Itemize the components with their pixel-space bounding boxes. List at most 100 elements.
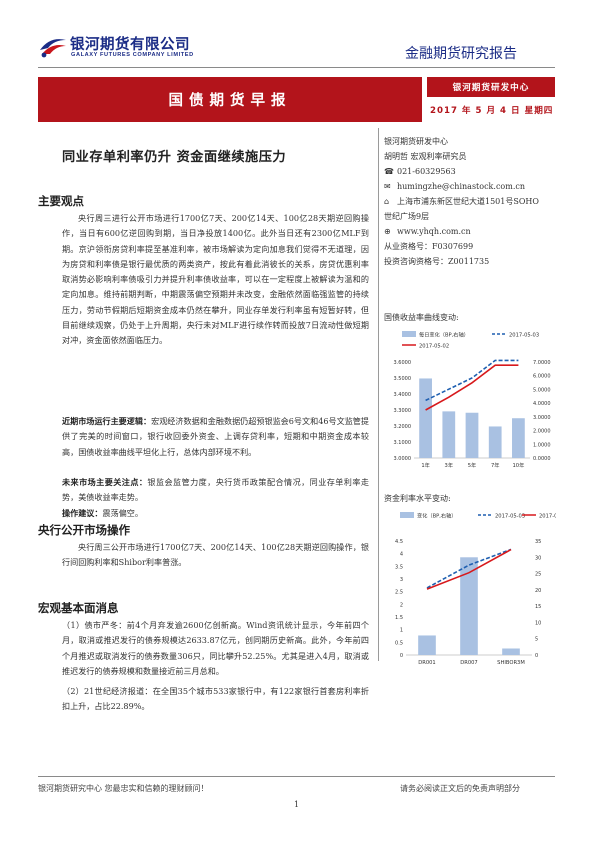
legend-label: 2017-05-02 [419,344,449,350]
y-left-tick-label: 1 [400,628,403,634]
open-market-paragraph: 央行周三公开市场进行1700亿7天、200亿14天、100亿28天期逆回购操作，… [62,542,369,568]
company-logo-icon [40,39,66,58]
contact-consult: 投资咨询资格号：Z0011735 [384,257,490,266]
macro-news-title: 宏观基本面消息 [38,601,119,615]
main-view-paragraph: 央行周三进行公开市场进行1700亿7天、200亿14天、100亿28天期逆回购操… [62,213,369,346]
y-right-tick-label: 7.0000 [533,360,551,366]
y-left-tick-label: 4 [400,552,403,558]
focus-points-text: 银监会监管力度，央行货币政策配合情况，同业存单利率走势，美债收益率走势。 [62,477,369,503]
column-divider [378,128,379,661]
y-right-tick-label: 6.0000 [533,374,551,380]
contact-analyst: 胡明哲 宏观利率研究员 [384,152,467,161]
y-right-tick-label: 20 [535,588,541,594]
y-left-tick-label: 1.5 [395,615,403,621]
y-right-tick-label: 10 [535,620,541,626]
yield-curve-chart-title: 国债收益率曲线变动: [384,313,459,322]
market-logic-paragraph: 近期市场运行主要逻辑：宏观经济数据和金融数据仍超预银监会6号文和46号文监管提供… [62,414,369,460]
bar [418,635,436,655]
company-name-en: GALAXY FUTURES COMPANY LIMITED [71,52,194,58]
bar [419,378,432,458]
y-left-tick-label: 3 [400,577,403,583]
contact-phone: 021-60329563 [397,167,456,176]
y-left-tick-label: 3.1000 [394,440,412,446]
legend-label: 2017-05-03 [509,333,539,339]
funding-rate-chart-title: 资金利率水平变动: [384,494,451,503]
focus-points-label: 未来市场主要关注点： [62,477,148,487]
legend-label: 每日变化（BP,右轴） [419,331,469,339]
funding-rate-chart: 变化（BP,右轴） 2017-05-03 2017-05-02 0 0.5 1 1.5 2 2.… [395,512,556,666]
legend-label: 2017-05-02 [539,514,556,520]
x-tick-label: 1年 [421,461,430,469]
y-right-tick-label: 25 [535,572,541,578]
y-left-tick-label: 3.6000 [394,360,412,366]
bar [465,412,479,458]
y-left-tick-label: 3.3000 [394,408,412,414]
y-left-tick-label: 3.5 [395,564,403,570]
advice-label: 操作建议： [62,508,103,518]
market-logic-label: 近期市场运行主要逻辑： [62,416,152,426]
y-right-tick-label: 5 [535,637,538,643]
x-tick-label: 3年 [445,461,454,469]
open-market-title: 央行公开市场操作 [38,523,130,537]
bar [502,648,520,655]
x-tick-label: SHIBOR3M [497,660,525,665]
y-right-tick-label: 30 [535,555,541,561]
report-date: 2017 年 5 月 4 日 星期四 [430,106,554,116]
y-right-tick-label: 1.0000 [533,442,551,448]
company-name-cn: 银河期货有限公司 [70,37,190,53]
advice-paragraph: 操作建议：震荡偏空。 [62,506,369,521]
y-left-tick-label: 3.0000 [394,456,412,462]
legend-swatch [402,331,416,337]
advice-text: 震荡偏空。 [102,508,143,518]
y-right-tick-label: 4.0000 [533,401,551,407]
headline: 同业存单利率仍升 资金面继续施压力 [62,150,287,165]
footer-disclaimer: 请务必阅读正文后的免责声明部分 [400,784,520,793]
legend-label: 2017-05-03 [495,514,525,520]
x-tick-label: 10年 [513,461,525,469]
y-left-tick-label: 2 [400,602,403,608]
macro-news-item-2: （2）21世纪经济报道：在全国35个城市533家银行中，有122家银行首套房利率… [62,686,369,712]
contact-address-line1: 上海市浦东新区世纪大道1501号SOHO [397,197,539,206]
phone-icon: ☎ [384,167,394,176]
research-center-badge: 银河期货研发中心 [427,77,555,97]
bar [460,557,478,655]
y-left-tick-label: 4.5 [395,539,403,545]
report-type: 金融期货研究报告 [405,46,517,62]
main-view-title: 主要观点 [38,194,84,208]
x-tick-label: DR001 [418,660,436,665]
page-number: 1 [294,800,300,809]
header-divider [38,67,555,68]
report-banner: 国债期货早报 [38,77,422,122]
focus-points-paragraph: 未来市场主要关注点：银监会监管力度，央行货币政策配合情况，同业存单利率走势，美债… [62,475,369,506]
y-right-tick-label: 2.0000 [533,429,551,435]
y-left-tick-label: 3.5000 [394,376,412,382]
footer-divider [38,776,555,777]
y-right-tick-label: 0 [535,653,538,659]
email-icon: ✉ [384,182,391,191]
y-left-tick-label: 3.4000 [394,392,412,398]
y-right-tick-label: 35 [535,539,541,545]
y-left-tick-label: 2.5 [395,590,403,596]
legend-label: 变化（BP,右轴） [417,512,456,520]
bar [512,418,525,458]
y-left-tick-label: 0 [400,653,403,659]
y-left-tick-label: 0.5 [395,640,403,646]
bar [442,411,456,458]
contact-block: 银河期货研发中心 胡明哲 宏观利率研究员 ☎ 021-60329563 ✉ humi… [384,134,539,269]
contact-email[interactable]: humingzhe@chinastock.com.cn [397,182,526,191]
x-tick-label: 5年 [468,461,477,469]
contact-address-line2: 世纪广场9层 [384,212,430,221]
home-icon: ⌂ [384,197,390,206]
x-tick-label: 7年 [491,461,500,469]
legend-swatch [400,512,414,518]
globe-icon: ⊕ [384,227,391,236]
x-tick-label: DR007 [460,660,478,665]
y-left-tick-label: 3.2000 [394,424,412,430]
series-line [425,364,519,411]
y-right-tick-label: 5.0000 [533,387,551,393]
contact-website[interactable]: www.yhqh.com.cn [397,227,471,236]
contact-dept: 银河期货研发中心 [384,137,448,146]
series-line [426,548,512,590]
contact-qualification: 从业资格号：F0307699 [384,242,474,251]
macro-news-item-1: （1）债市严冬：前4个月弃发逾2600亿创新高。Wind资讯统计显示，今年前四个… [62,620,369,676]
